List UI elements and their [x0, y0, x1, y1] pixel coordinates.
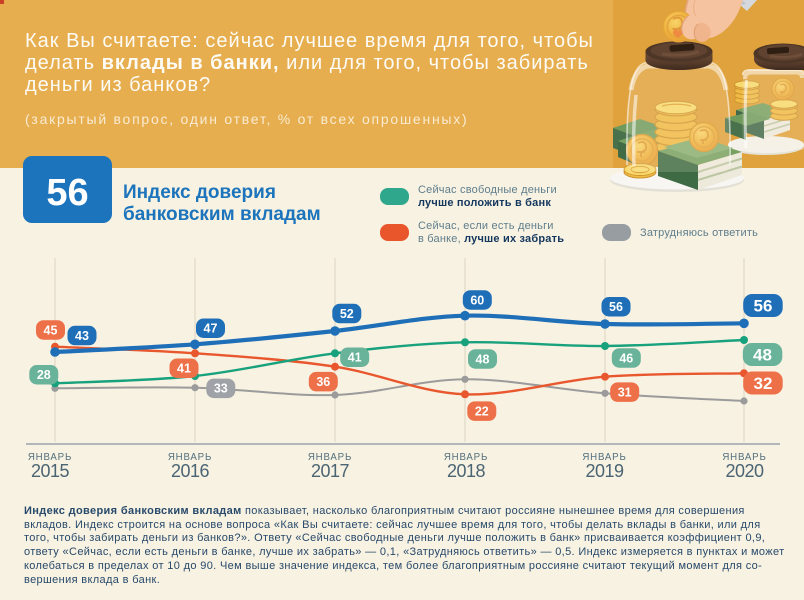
- svg-text:2015: 2015: [31, 461, 70, 481]
- svg-text:48: 48: [476, 352, 490, 366]
- svg-text:22: 22: [475, 405, 489, 419]
- svg-text:36: 36: [316, 375, 330, 389]
- svg-text:41: 41: [348, 351, 362, 365]
- svg-text:41: 41: [177, 362, 191, 376]
- svg-text:28: 28: [37, 368, 51, 382]
- svg-text:52: 52: [340, 307, 354, 321]
- svg-text:47: 47: [204, 322, 218, 336]
- svg-text:2020: 2020: [725, 461, 764, 481]
- svg-text:ЯНВАРЬ: ЯНВАРЬ: [168, 452, 212, 463]
- svg-text:2016: 2016: [171, 461, 210, 481]
- svg-text:56: 56: [609, 300, 623, 314]
- svg-text:48: 48: [753, 346, 772, 365]
- svg-text:ЯНВАРЬ: ЯНВАРЬ: [308, 452, 352, 463]
- svg-text:2018: 2018: [447, 461, 486, 481]
- svg-text:31: 31: [618, 386, 632, 400]
- svg-text:2019: 2019: [585, 461, 624, 481]
- svg-text:60: 60: [470, 293, 484, 307]
- svg-text:ЯНВАРЬ: ЯНВАРЬ: [582, 452, 626, 463]
- svg-text:33: 33: [214, 382, 228, 396]
- svg-text:2017: 2017: [311, 461, 350, 481]
- svg-text:ЯНВАРЬ: ЯНВАРЬ: [722, 452, 766, 463]
- svg-text:45: 45: [44, 323, 58, 337]
- svg-text:46: 46: [619, 351, 633, 365]
- svg-text:ЯНВАРЬ: ЯНВАРЬ: [28, 452, 72, 463]
- svg-text:ЯНВАРЬ: ЯНВАРЬ: [444, 452, 488, 463]
- svg-text:43: 43: [75, 329, 89, 343]
- svg-text:32: 32: [754, 374, 773, 393]
- svg-text:56: 56: [754, 297, 773, 316]
